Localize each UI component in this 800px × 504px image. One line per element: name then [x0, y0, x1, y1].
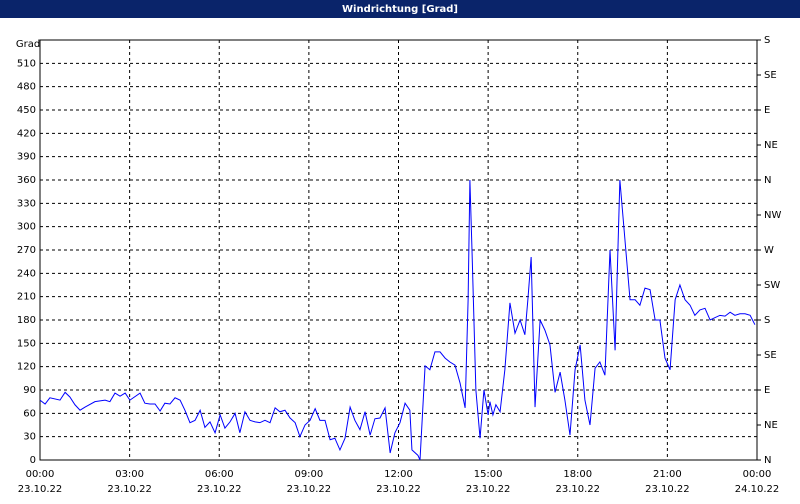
x-tick-label: 03:00 — [115, 469, 144, 480]
data-line — [39, 179, 756, 461]
y-tick-label: 180 — [17, 315, 36, 326]
y2-tick-label: NW — [764, 210, 781, 221]
y-tick-label: 120 — [17, 362, 36, 373]
y-tick-label: 390 — [17, 152, 36, 163]
x-tick-label: 00:00 — [26, 469, 55, 480]
y-tick-label: 480 — [17, 82, 36, 93]
x-tick-label: 00:00 — [743, 469, 772, 480]
x-tick-date: 23.10.22 — [18, 484, 63, 495]
x-tick-date: 23.10.22 — [197, 484, 242, 495]
y2-tick-label: S — [764, 315, 770, 326]
y-tick-label: 150 — [17, 338, 36, 349]
x-tick-date: 23.10.22 — [555, 484, 600, 495]
y-axis-label: Grad — [16, 39, 40, 50]
x-tick-date: 23.10.22 — [645, 484, 690, 495]
x-tick-date: 23.10.22 — [107, 484, 152, 495]
y-tick-label: 420 — [17, 128, 36, 139]
x-tick-label: 15:00 — [474, 469, 503, 480]
x-tick-label: 18:00 — [563, 469, 592, 480]
y2-tick-label: E — [764, 105, 770, 116]
y-tick-label: 90 — [23, 385, 36, 396]
x-tick-date: 24.10.22 — [735, 484, 780, 495]
y2-tick-label: NE — [764, 420, 778, 431]
x-tick-label: 21:00 — [653, 469, 682, 480]
y-tick-label: 210 — [17, 292, 36, 303]
y2-tick-label: N — [764, 455, 771, 466]
y2-tick-label: E — [764, 385, 770, 396]
y-tick-label: 450 — [17, 105, 36, 116]
y2-tick-label: NE — [764, 140, 778, 151]
x-tick-label: 12:00 — [384, 469, 413, 480]
y-tick-label: 270 — [17, 245, 36, 256]
y2-tick-label: S — [764, 35, 770, 46]
y2-tick-label: W — [764, 245, 774, 256]
y2-tick-label: N — [764, 175, 771, 186]
x-tick-date: 23.10.22 — [376, 484, 421, 495]
x-tick-date: 23.10.22 — [466, 484, 511, 495]
y-tick-label: 510 — [17, 58, 36, 69]
y-tick-label: 60 — [23, 408, 36, 419]
y-tick-label: 300 — [17, 222, 36, 233]
y-tick-label: 30 — [23, 432, 36, 443]
y2-tick-label: SE — [764, 70, 777, 81]
x-tick-date: 23.10.22 — [287, 484, 332, 495]
y-tick-label: 360 — [17, 175, 36, 186]
y-tick-label: 240 — [17, 268, 36, 279]
y-tick-label: 0 — [30, 455, 36, 466]
y-tick-label: 330 — [17, 198, 36, 209]
title-bar — [0, 0, 800, 18]
x-tick-label: 06:00 — [205, 469, 234, 480]
x-tick-label: 09:00 — [294, 469, 323, 480]
y2-tick-label: SE — [764, 350, 777, 361]
chart-title: Windrichtung [Grad] — [342, 4, 458, 15]
y2-tick-label: SW — [764, 280, 780, 291]
